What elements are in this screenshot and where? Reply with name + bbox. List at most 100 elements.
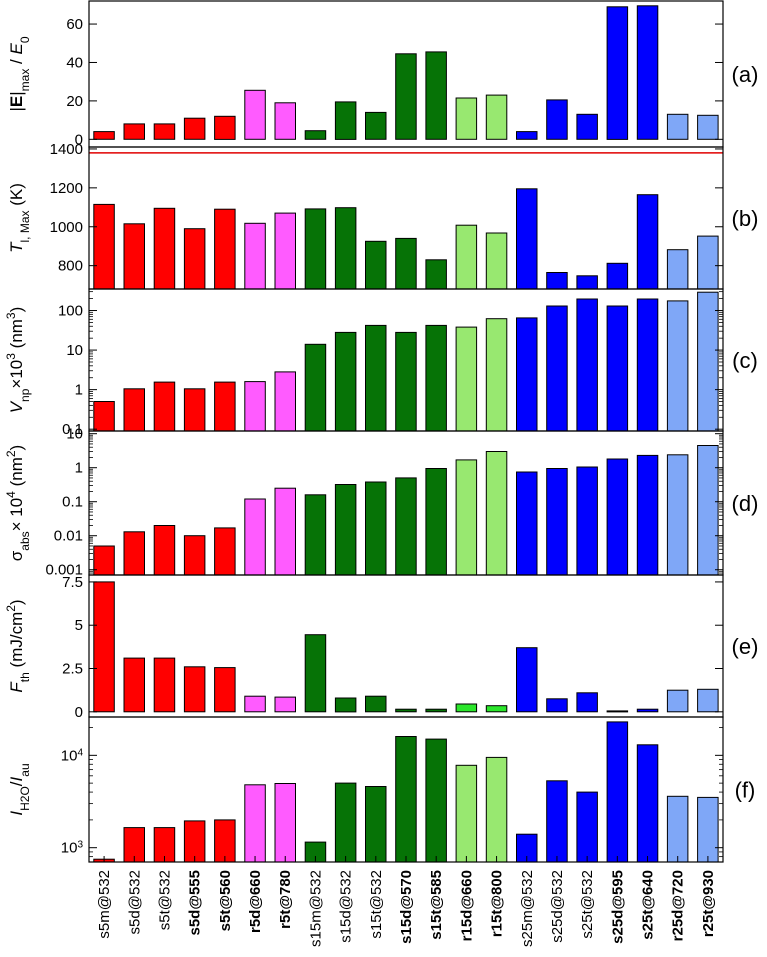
panel-a: 0 20 40 60 |E|max / E0 (a) <box>7 0 759 148</box>
bar-r25d@720 <box>666 113 689 140</box>
y-axis-label: Fth (mJ/cm2) <box>4 599 32 692</box>
y-axis-label: Vnp×103 (nm3) <box>4 307 32 414</box>
bar-s15d@570 <box>395 237 417 290</box>
bar-s25d@595 <box>606 710 629 713</box>
y-tick-label: 40 <box>66 54 83 71</box>
bar-s5d@555 <box>183 117 206 140</box>
bar-r5t@780 <box>274 696 296 713</box>
y-tick-label: 1 <box>75 382 83 399</box>
bar-s15d@532 <box>334 101 357 140</box>
bar-s5d@532 <box>123 531 145 576</box>
bar-s25d@532 <box>546 305 568 432</box>
bar-s5m@532 <box>93 545 115 576</box>
y-tick-label: 10 <box>66 426 83 443</box>
bar-s25t@532 <box>576 275 598 290</box>
bar-r15d@660 <box>455 326 478 432</box>
bar-s5d@555 <box>183 228 206 290</box>
x-tick-label: s15d@570 <box>398 870 415 944</box>
panel-tag: (e) <box>732 634 759 659</box>
bar-s25t@640 <box>636 298 659 432</box>
bar-s15d@532 <box>334 484 357 576</box>
y-tick-label: 1000 <box>50 219 83 236</box>
y-tick-label: 0 <box>75 704 83 721</box>
bar-r25t@930 <box>697 114 719 140</box>
bar-r15t@800 <box>485 451 508 576</box>
x-tick-label: s5m@532 <box>96 870 113 939</box>
bar-s5t@532 <box>153 657 176 713</box>
y-tick-label: 0.1 <box>62 421 83 438</box>
bar-r15d@660 <box>455 224 478 290</box>
x-tick-label: s25d@532 <box>549 870 566 943</box>
bar-r25d@720 <box>666 795 689 863</box>
bar-s25t@640 <box>636 708 659 713</box>
y-tick-label: 800 <box>58 258 83 275</box>
x-tick-label: s15t@532 <box>368 870 385 939</box>
bar-s15t@585 <box>425 324 447 432</box>
bar-s15t@532 <box>365 324 387 432</box>
bar-s5d@532 <box>123 388 145 432</box>
bar-s25d@532 <box>546 99 568 140</box>
bar-s5t@532 <box>153 207 176 290</box>
y-tick-label: 0.1 <box>62 494 83 511</box>
y-tick-label: 103 <box>61 839 84 857</box>
y-tick-label: 0.001 <box>45 562 83 579</box>
y-tick-label: 5 <box>75 617 83 634</box>
bar-s25m@532 <box>516 471 538 576</box>
bar-s25d@595 <box>606 6 629 140</box>
bar-r25t@930 <box>697 445 719 576</box>
bar-s5d@532 <box>123 657 145 713</box>
bar-s15d@532 <box>334 207 357 290</box>
bar-r15t@800 <box>485 94 508 140</box>
bar-s5t@560 <box>214 208 236 290</box>
panel-tag: (a) <box>732 62 759 87</box>
x-tick-label: r15t@800 <box>489 870 506 937</box>
bar-s15t@585 <box>425 468 447 576</box>
panel-f: 103 104 IH2O/Iau (f) <box>7 716 756 863</box>
bar-s5t@532 <box>153 525 176 576</box>
bar-s25m@532 <box>516 647 538 713</box>
bar-s5m@532 <box>93 581 115 713</box>
bar-s15t@532 <box>365 695 387 713</box>
y-tick-label: 0 <box>75 131 83 148</box>
bar-s25t@532 <box>576 298 598 432</box>
x-tick-label: s25m@532 <box>519 870 536 947</box>
x-tick-label: s5t@532 <box>157 870 174 930</box>
y-tick-label: 20 <box>66 93 83 110</box>
bar-s15m@532 <box>304 130 327 140</box>
panel-tag: (f) <box>735 778 756 803</box>
x-tick-label: r15d@660 <box>458 870 475 941</box>
bar-r5d@660 <box>244 222 266 290</box>
y-tick-label: 7.5 <box>62 574 83 591</box>
bar-s5t@560 <box>214 115 236 140</box>
bar-s5t@560 <box>214 527 236 576</box>
bar-s15d@532 <box>334 697 357 713</box>
bar-s15m@532 <box>304 208 327 290</box>
y-tick-label: 60 <box>66 16 83 33</box>
bar-s25d@532 <box>546 272 568 290</box>
bar-s15m@532 <box>304 494 327 576</box>
bar-r5t@780 <box>274 371 296 432</box>
bar-s15d@570 <box>395 477 417 576</box>
bar-r25d@720 <box>666 689 689 713</box>
bar-s25t@532 <box>576 113 598 140</box>
bar-r25d@720 <box>666 300 689 432</box>
bar-s25m@532 <box>516 317 538 432</box>
bar-s5m@532 <box>93 131 115 140</box>
y-tick-label: 0.01 <box>54 528 83 545</box>
x-tick-label: r25d@720 <box>670 870 687 941</box>
bar-s15m@532 <box>304 343 327 432</box>
bar-s5t@532 <box>153 381 176 432</box>
bar-s15t@532 <box>365 111 387 140</box>
bar-r15t@800 <box>485 232 508 290</box>
bar-r5t@780 <box>274 102 296 140</box>
y-tick-label: 1200 <box>50 180 83 197</box>
panel-c: 0.1 1 10 100 Vnp×103 (nm3) (c) <box>4 288 758 438</box>
bar-r5t@780 <box>274 212 296 290</box>
x-tick-label: s5t@560 <box>217 870 234 931</box>
x-tick-label: s25t@532 <box>579 870 596 939</box>
bar-r5d@660 <box>244 89 266 140</box>
bar-r15d@660 <box>455 459 478 576</box>
y-axis-label: |E|max / E0 <box>7 36 32 111</box>
bar-r15t@800 <box>485 318 508 432</box>
bar-s15t@532 <box>365 786 387 863</box>
